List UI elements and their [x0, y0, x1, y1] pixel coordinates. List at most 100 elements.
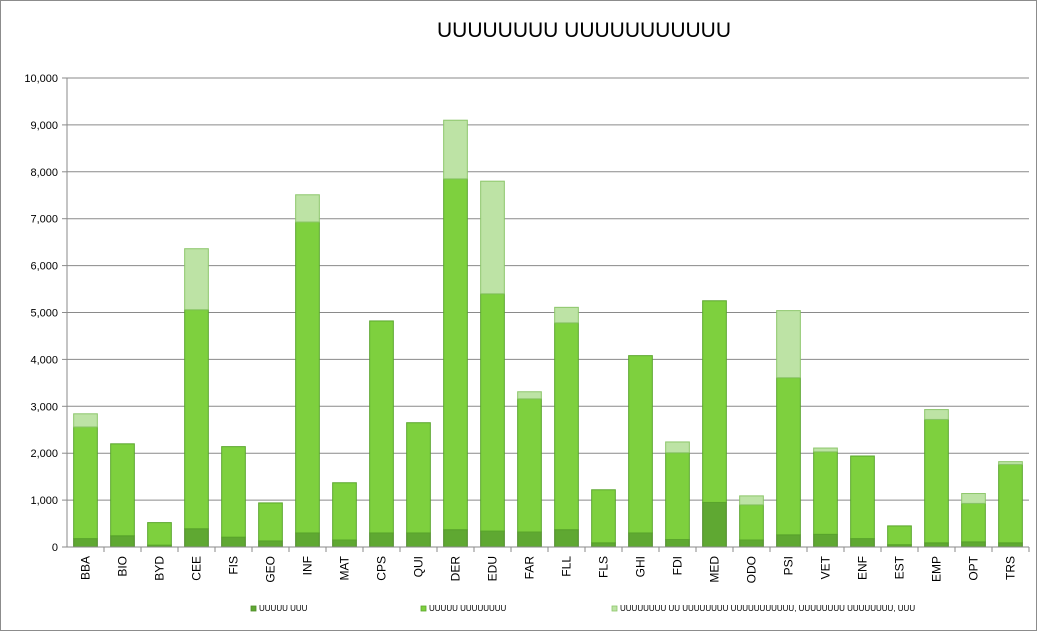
bar-segment [554, 529, 579, 548]
x-tick-label: BYD [153, 556, 167, 581]
bar-segment [591, 489, 616, 544]
bar-segment [813, 533, 838, 548]
bar-segment [332, 539, 357, 548]
legend-swatch [250, 605, 257, 612]
y-tick-label: 4,000 [30, 354, 58, 366]
bar-segment [924, 542, 949, 548]
legend-label: UUUUU UUU [259, 604, 308, 613]
bar-segment [517, 531, 542, 548]
y-tick-label: 5,000 [30, 308, 58, 320]
legend-label: UUUUUUUU UU UUUUUUUU UUUUUUUUUUU, UUUUUU… [620, 604, 915, 613]
y-tick-label: 0 [52, 542, 58, 554]
x-tick-label: DER [449, 556, 463, 582]
bar-segment [554, 322, 579, 531]
bar-segment [517, 391, 542, 400]
x-tick-label: FIS [227, 556, 241, 575]
bar-segment [369, 532, 394, 548]
x-tick-label: OPT [967, 555, 981, 580]
x-tick-label: BIO [116, 556, 130, 577]
x-tick-label: VET [819, 555, 833, 579]
bar-segment [739, 539, 764, 548]
bar-segment [480, 530, 505, 548]
chart-title: UUUUUUUU UUUUUUUUUUU [437, 19, 731, 42]
bar-segment [406, 532, 431, 548]
x-tick-label: TRS [1004, 556, 1018, 580]
bar-segment [221, 446, 246, 538]
bar-segment [406, 422, 431, 534]
y-tick-label: 3,000 [30, 401, 58, 413]
bar-segment [73, 413, 98, 428]
x-tick-label: FDI [671, 556, 685, 575]
legend-swatch [611, 605, 618, 612]
y-tick-label: 1,000 [30, 495, 58, 507]
x-tick-label: FLS [597, 556, 611, 578]
legend-swatch [420, 605, 427, 612]
bar-segment [73, 426, 98, 540]
bar-segment [961, 493, 986, 504]
x-tick-label: EDU [486, 556, 500, 581]
bar-segment [480, 180, 505, 295]
x-tick-label: GHI [634, 556, 648, 577]
bar-segment [739, 504, 764, 541]
bar-segment [850, 455, 875, 540]
bar-segment [443, 178, 468, 531]
x-tick-label: EMP [930, 556, 944, 582]
bar-segment [665, 538, 690, 548]
bar-segment [961, 541, 986, 548]
bar-segment [665, 452, 690, 540]
bar-segment [369, 320, 394, 534]
x-tick-label: CPS [375, 556, 389, 581]
x-tick-label: ODO [745, 556, 759, 583]
axes: 0 1,000 2,000 3,000 4,000 5,000 6,000 7,000 8,00… [24, 73, 1030, 583]
x-tick-label: GEO [264, 556, 278, 583]
bar-segment [628, 355, 653, 534]
bar-segment [591, 542, 616, 548]
bar-segment [295, 221, 320, 534]
bar-segment [517, 398, 542, 533]
bar-segment [554, 306, 579, 324]
bar-segment [665, 441, 690, 454]
bar-segment [295, 532, 320, 548]
bar-segment [887, 525, 912, 546]
bar-segment [924, 418, 949, 544]
bars [73, 119, 1023, 548]
bar-segment [258, 502, 283, 542]
x-tick-label: EST [893, 555, 907, 579]
x-tick-label: PSI [782, 556, 796, 575]
bar-segment [776, 310, 801, 379]
x-tick-label: MED [708, 556, 722, 583]
x-tick-label: QUI [412, 556, 426, 577]
bar-segment [147, 522, 172, 546]
bar-segment [961, 502, 986, 543]
y-tick-label: 10,000 [24, 73, 58, 85]
bar-segment [924, 409, 949, 420]
bar-segment [110, 535, 135, 548]
y-tick-label: 6,000 [30, 261, 58, 273]
bar-segment [702, 501, 727, 548]
y-tick-label: 2,000 [30, 448, 58, 460]
bar-segment [332, 482, 357, 541]
bar-segment [480, 293, 505, 532]
gridlines [67, 77, 1029, 501]
bar-segment [184, 528, 209, 548]
bar-segment [776, 377, 801, 536]
x-tick-label: MAT [338, 555, 352, 580]
bar-segment [184, 309, 209, 530]
bar-segment [813, 447, 838, 453]
bar-segment [184, 248, 209, 311]
bar-segment [221, 536, 246, 548]
bar-segment [73, 538, 98, 548]
y-tick-label: 9,000 [30, 120, 58, 132]
bar-segment [998, 463, 1023, 544]
bar-segment [443, 529, 468, 548]
legend-label: UUUUU UUUUUUUU [429, 604, 507, 613]
bar-segment [258, 540, 283, 548]
bar-segment [850, 538, 875, 548]
y-tick-label: 8,000 [30, 167, 58, 179]
x-tick-label: FAR [523, 556, 537, 580]
x-tick-label: FLL [560, 556, 574, 577]
bar-segment [739, 495, 764, 506]
x-tick-label: INF [301, 556, 315, 575]
